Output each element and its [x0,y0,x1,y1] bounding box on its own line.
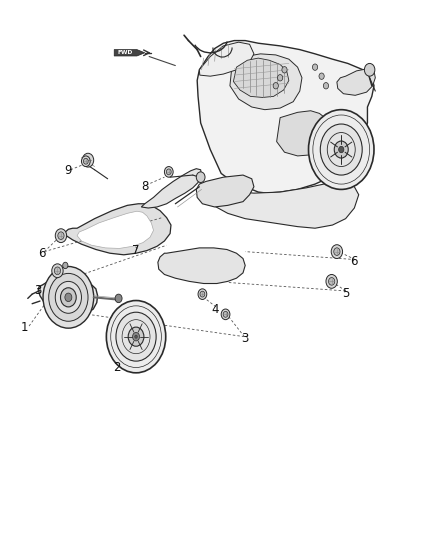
Circle shape [116,312,156,361]
Circle shape [200,291,205,297]
Circle shape [328,278,335,285]
Polygon shape [233,58,289,98]
Circle shape [43,266,94,328]
Circle shape [319,73,324,79]
Circle shape [282,67,287,73]
Text: 9: 9 [65,164,72,177]
Circle shape [83,158,88,164]
Text: 6: 6 [350,255,358,268]
Circle shape [273,83,279,89]
Text: 6: 6 [39,247,46,260]
Circle shape [308,110,374,189]
Circle shape [364,63,375,76]
Circle shape [58,232,64,239]
Polygon shape [277,111,332,156]
Polygon shape [197,41,374,193]
Circle shape [55,281,81,313]
Circle shape [339,147,344,153]
Text: 3: 3 [241,332,249,345]
Polygon shape [158,248,245,284]
Circle shape [133,333,140,341]
Circle shape [54,267,60,274]
Circle shape [106,301,166,373]
Circle shape [128,327,144,346]
Circle shape [164,166,173,177]
Circle shape [49,273,88,321]
Text: 7: 7 [132,244,140,257]
Circle shape [82,154,94,167]
Polygon shape [230,54,302,110]
Circle shape [334,248,340,255]
Text: 1: 1 [21,321,28,334]
Circle shape [115,294,122,303]
Text: 8: 8 [141,180,148,193]
Circle shape [63,262,68,269]
Text: FWD: FWD [117,50,133,55]
Circle shape [312,64,318,70]
Circle shape [320,124,362,175]
Circle shape [65,293,72,302]
Circle shape [81,156,90,166]
Circle shape [331,245,343,259]
Text: 3: 3 [34,284,42,297]
Circle shape [278,75,283,81]
Circle shape [323,83,328,89]
Polygon shape [337,69,375,95]
Circle shape [326,274,337,288]
Circle shape [60,288,76,307]
Polygon shape [114,50,145,56]
Text: 4: 4 [211,303,219,316]
Polygon shape [201,181,359,228]
Circle shape [198,289,207,300]
Polygon shape [38,276,98,316]
Polygon shape [141,168,201,208]
Polygon shape [196,175,254,207]
Text: 5: 5 [342,287,349,300]
Circle shape [221,309,230,320]
Circle shape [52,264,63,278]
Circle shape [334,141,348,158]
Polygon shape [199,42,254,76]
Circle shape [166,169,171,175]
Text: 2: 2 [113,361,120,374]
Circle shape [196,172,205,182]
Circle shape [135,335,138,338]
Polygon shape [77,211,153,248]
Polygon shape [65,204,171,255]
Circle shape [55,229,67,243]
Circle shape [223,311,228,317]
